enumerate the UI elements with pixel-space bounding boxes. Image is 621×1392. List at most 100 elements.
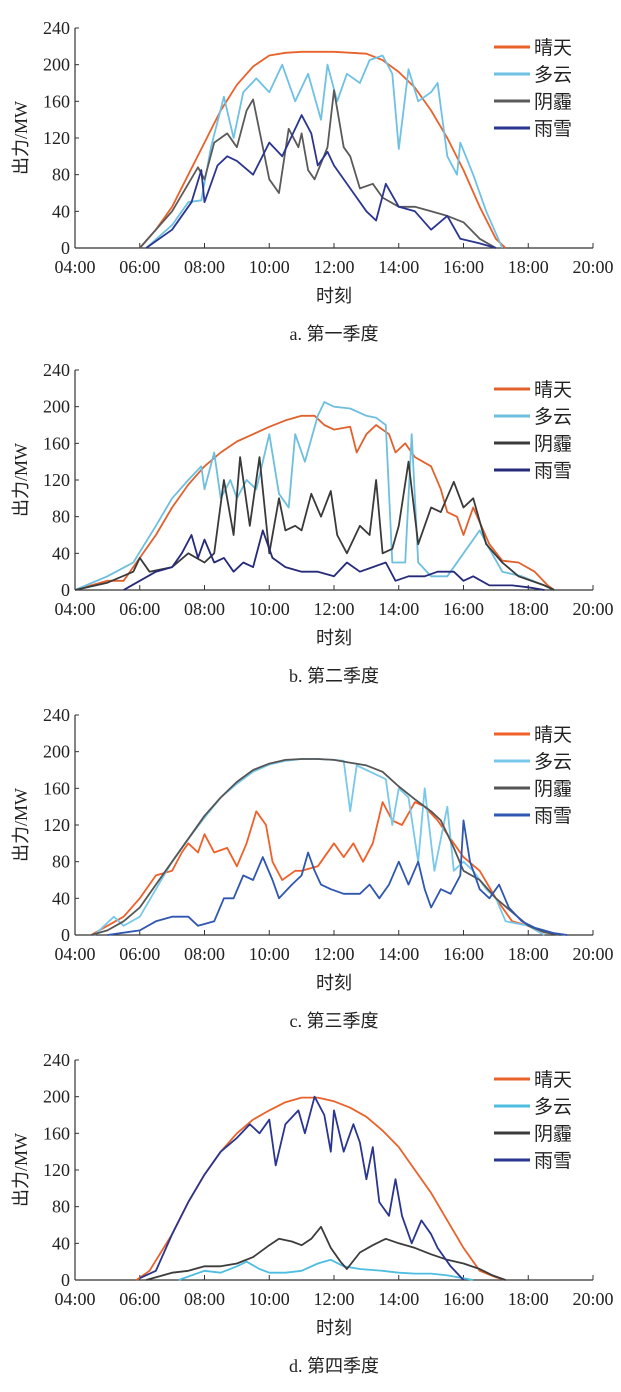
y-tick-label: 120 <box>43 1160 70 1180</box>
series-line-3 <box>139 89 497 249</box>
x-tick-label: 14:00 <box>378 257 419 277</box>
series-line-1 <box>139 50 507 249</box>
y-tick-label: 40 <box>52 543 70 563</box>
x-tick-label: 12:00 <box>313 257 354 277</box>
y-tick-label: 80 <box>52 1197 70 1217</box>
x-tick-label: 04:00 <box>54 1289 95 1309</box>
x-tick-label: 12:00 <box>313 944 354 964</box>
y-tick-label: 160 <box>43 778 70 798</box>
chart-panel-3: 0 40 80 120 160 200 240 04:00 06:00 08:00 10:00 12:… <box>11 705 614 1031</box>
legend-label: 多云 <box>534 751 572 773</box>
x-tick-label: 04:00 <box>54 944 95 964</box>
series-line-1 <box>135 1096 506 1281</box>
x-tick-label: 16:00 <box>443 944 484 964</box>
chart-caption: b. 第二季度 <box>289 666 379 686</box>
x-axis-label: 时刻 <box>316 286 352 306</box>
legend-label: 雨雪 <box>534 806 572 827</box>
x-tick-label: 06:00 <box>119 257 160 277</box>
legend-label: 阴霾 <box>534 1123 572 1145</box>
y-tick-label: 200 <box>43 742 70 762</box>
x-tick-label: 16:00 <box>443 257 484 277</box>
x-tick-label: 18:00 <box>508 599 549 619</box>
x-tick-label: 20:00 <box>572 599 613 619</box>
x-tick-label: 18:00 <box>508 1289 549 1309</box>
x-tick-label: 08:00 <box>184 257 225 277</box>
y-axis-label: 出力/MW <box>11 101 31 175</box>
series-line-2 <box>145 54 504 249</box>
x-tick-label: 08:00 <box>184 944 225 964</box>
y-tick-label: 240 <box>43 18 70 38</box>
series-line-3 <box>145 1225 506 1281</box>
legend-label: 多云 <box>534 64 572 86</box>
y-tick-label: 240 <box>43 705 70 725</box>
y-tick-label: 40 <box>52 888 70 908</box>
y-axis-label: 出力/MW <box>11 443 31 517</box>
x-tick-label: 20:00 <box>572 1289 613 1309</box>
x-tick-label: 12:00 <box>313 1289 354 1309</box>
series-line-4 <box>139 1095 465 1281</box>
x-tick-label: 20:00 <box>572 944 613 964</box>
y-tick-label: 120 <box>43 128 70 148</box>
series-line-4 <box>123 529 545 591</box>
x-tick-label: 06:00 <box>119 1289 160 1309</box>
x-tick-label: 20:00 <box>572 257 613 277</box>
x-tick-label: 04:00 <box>54 257 95 277</box>
x-tick-label: 06:00 <box>119 944 160 964</box>
y-tick-label: 120 <box>43 815 70 835</box>
y-tick-label: 200 <box>43 55 70 75</box>
legend-label: 多云 <box>534 406 572 428</box>
chart-caption: c. 第三季度 <box>290 1011 379 1031</box>
legend-label: 晴天 <box>534 1069 572 1091</box>
x-tick-label: 10:00 <box>249 944 290 964</box>
y-tick-label: 0 <box>61 1270 70 1290</box>
x-axis-label: 时刻 <box>316 973 352 993</box>
y-tick-label: 200 <box>43 397 70 417</box>
y-tick-label: 160 <box>43 1123 70 1143</box>
x-tick-label: 14:00 <box>378 599 419 619</box>
x-tick-label: 04:00 <box>54 599 95 619</box>
chart-panel-2: 0 40 80 120 160 200 240 04:00 06:00 08:00 10:00 12:… <box>11 360 614 686</box>
chart-caption: a. 第一季度 <box>290 324 379 344</box>
y-tick-label: 240 <box>43 360 70 380</box>
chart-panel-4: 0 40 80 120 160 200 240 04:00 06:00 08:00 10:00 12:… <box>11 1050 614 1376</box>
legend-label: 晴天 <box>534 724 572 746</box>
y-tick-label: 40 <box>52 1233 70 1253</box>
x-tick-label: 10:00 <box>249 1289 290 1309</box>
y-tick-label: 40 <box>52 201 70 221</box>
series-line-4 <box>145 114 497 249</box>
x-axis-label: 时刻 <box>316 1318 352 1338</box>
y-axis-label: 出力/MW <box>11 1133 31 1207</box>
y-axis-label: 出力/MW <box>11 788 31 862</box>
legend-label: 阴霾 <box>534 91 572 113</box>
x-tick-label: 10:00 <box>249 599 290 619</box>
y-tick-label: 0 <box>61 580 70 600</box>
x-tick-label: 14:00 <box>378 1289 419 1309</box>
y-tick-label: 80 <box>52 507 70 527</box>
legend-label: 雨雪 <box>534 1151 572 1172</box>
x-tick-label: 16:00 <box>443 599 484 619</box>
series-line-3 <box>90 758 561 936</box>
x-tick-label: 10:00 <box>249 257 290 277</box>
x-tick-label: 06:00 <box>119 599 160 619</box>
chart-caption: d. 第四季度 <box>289 1356 379 1376</box>
series-line-4 <box>107 819 568 936</box>
series-line-2 <box>178 1258 474 1281</box>
y-tick-label: 80 <box>52 852 70 872</box>
x-tick-label: 18:00 <box>508 257 549 277</box>
legend-label: 雨雪 <box>534 461 572 482</box>
legend-label: 晴天 <box>534 37 572 59</box>
y-tick-label: 240 <box>43 1050 70 1070</box>
legend-label: 阴霾 <box>534 778 572 800</box>
series-line-2 <box>74 401 555 591</box>
y-tick-label: 160 <box>43 91 70 111</box>
y-tick-label: 200 <box>43 1087 70 1107</box>
legend-label: 雨雪 <box>534 119 572 140</box>
series-line-3 <box>74 456 555 591</box>
y-tick-label: 0 <box>61 238 70 258</box>
x-tick-label: 14:00 <box>378 944 419 964</box>
chart-panel-1: 0 40 80 120 160 200 240 04:00 06:00 08:00 10:00 12:… <box>11 18 614 344</box>
y-tick-label: 80 <box>52 165 70 185</box>
series-line-2 <box>93 758 545 936</box>
y-tick-label: 120 <box>43 470 70 490</box>
